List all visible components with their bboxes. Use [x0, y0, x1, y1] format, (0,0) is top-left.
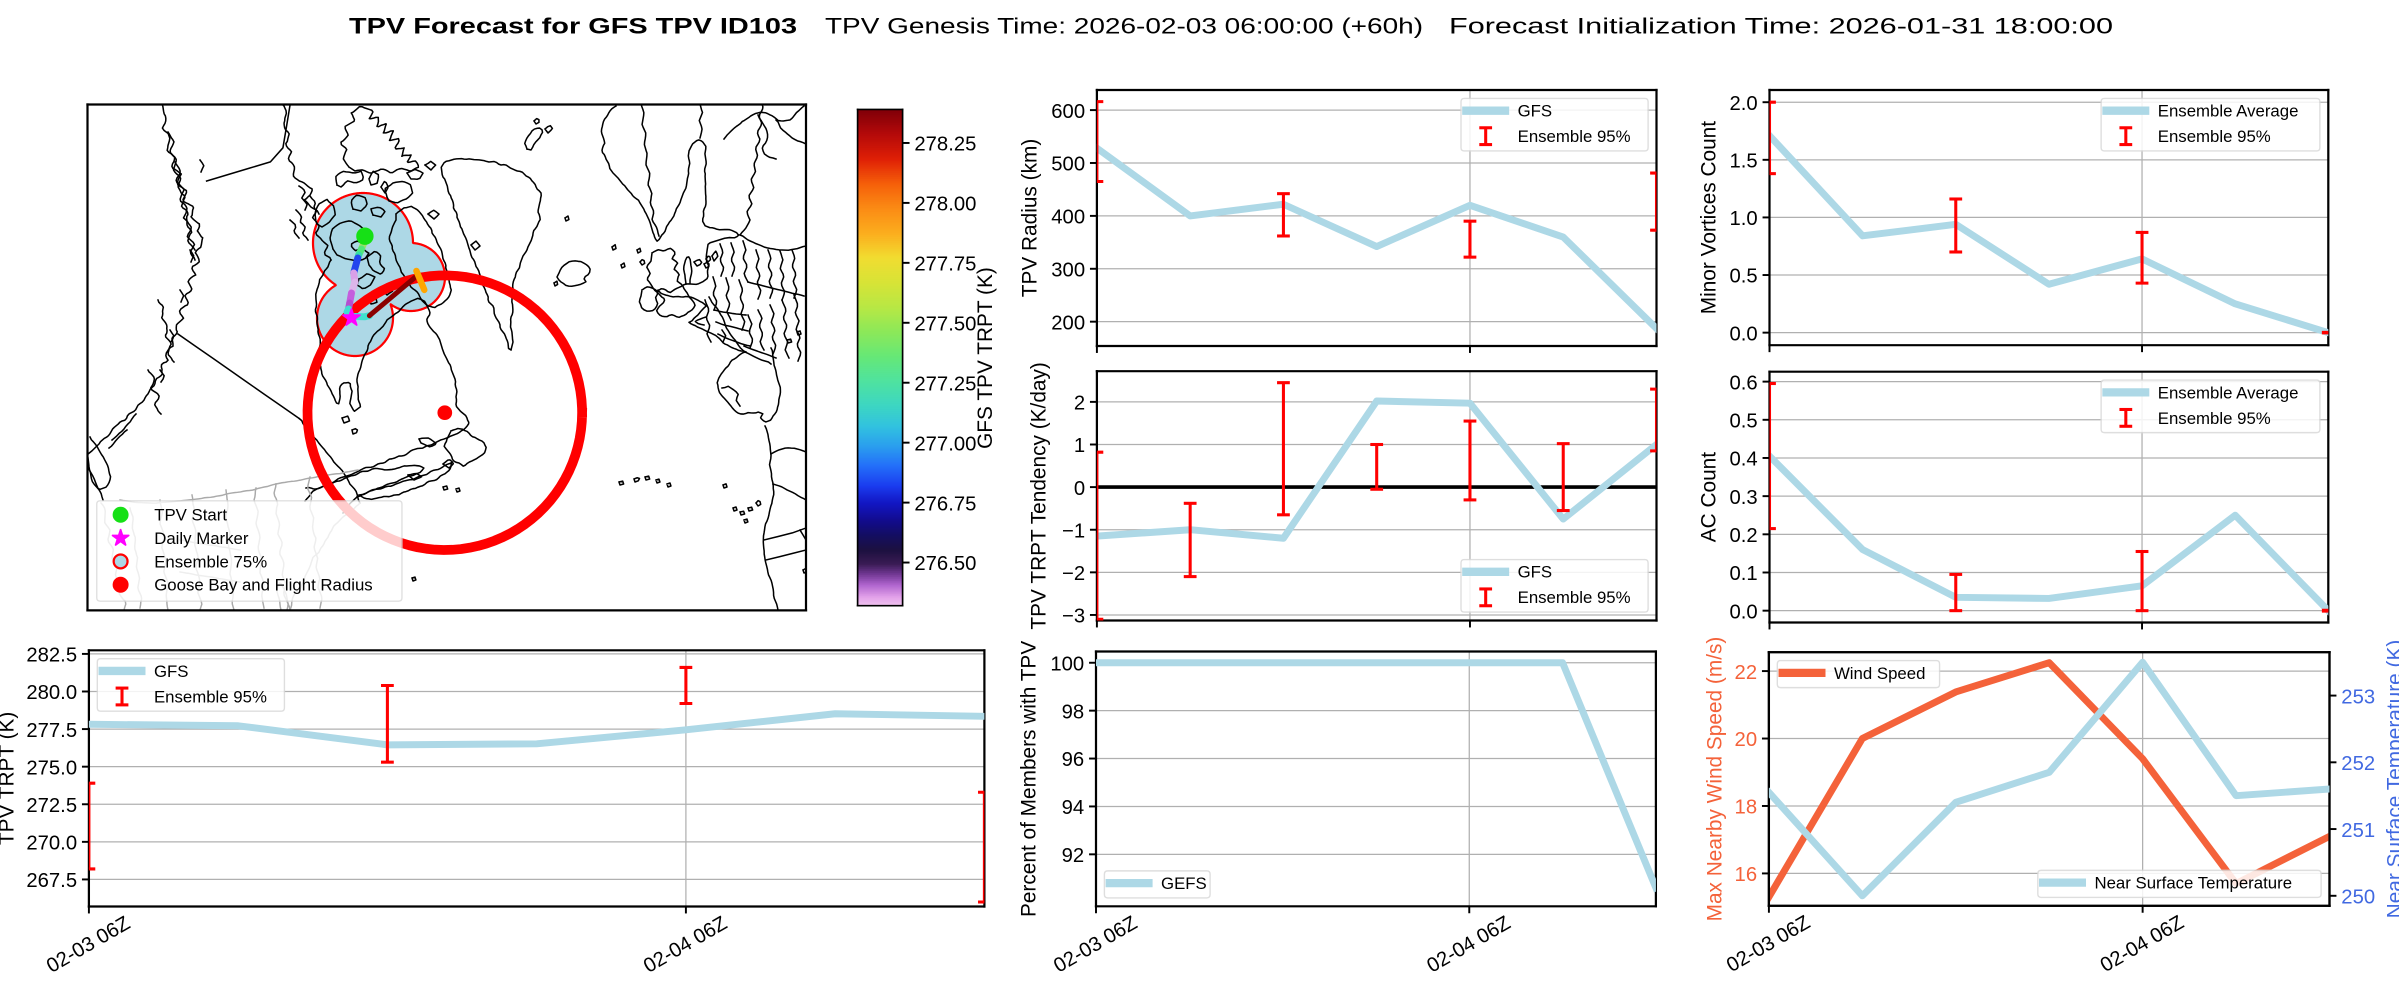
- svg-text:GFS: GFS: [1518, 102, 1553, 121]
- svg-text:280.0: 280.0: [26, 682, 77, 704]
- svg-text:276.75: 276.75: [914, 493, 976, 515]
- svg-text:TPV Start: TPV Start: [154, 506, 227, 525]
- svg-text:16: 16: [1735, 864, 1758, 886]
- svg-text:600: 600: [1051, 101, 1085, 123]
- svg-text:TPV TRPT (K): TPV TRPT (K): [0, 712, 18, 845]
- svg-text:250: 250: [2341, 886, 2375, 908]
- svg-text:277.5: 277.5: [26, 720, 77, 742]
- svg-text:270.0: 270.0: [26, 833, 77, 855]
- svg-text:0: 0: [1074, 478, 1085, 500]
- svg-text:2: 2: [1074, 393, 1085, 415]
- svg-text:94: 94: [1062, 797, 1085, 819]
- svg-text:500: 500: [1051, 154, 1085, 176]
- svg-text:Daily Marker: Daily Marker: [154, 529, 249, 548]
- svg-text:253: 253: [2341, 686, 2375, 708]
- svg-text:98: 98: [1062, 701, 1085, 723]
- svg-text:278.25: 278.25: [914, 134, 976, 156]
- svg-text:Percent of Members with TPV: Percent of Members with TPV: [1018, 641, 1041, 917]
- svg-text:252: 252: [2341, 753, 2375, 775]
- svg-text:0.4: 0.4: [1730, 449, 1758, 471]
- svg-text:Ensemble Average: Ensemble Average: [2158, 102, 2299, 121]
- svg-text:TPV Genesis Time: 2026-02-03 0: TPV Genesis Time: 2026-02-03 06:00:00 (+…: [825, 14, 1423, 39]
- svg-text:400: 400: [1051, 207, 1085, 229]
- svg-text:267.5: 267.5: [26, 870, 77, 892]
- svg-text:−1: −1: [1062, 520, 1085, 542]
- svg-text:Ensemble 75%: Ensemble 75%: [154, 552, 267, 571]
- svg-text:Max Nearby Wind Speed (m/s): Max Nearby Wind Speed (m/s): [1703, 637, 1726, 922]
- svg-text:TPV Radius (km): TPV Radius (km): [1019, 139, 1042, 298]
- svg-text:282.5: 282.5: [26, 645, 77, 667]
- svg-text:Ensemble 95%: Ensemble 95%: [2158, 127, 2271, 146]
- svg-text:GEFS: GEFS: [1161, 874, 1207, 893]
- svg-text:20: 20: [1735, 729, 1758, 751]
- svg-text:Near Surface Temperature (K): Near Surface Temperature (K): [2383, 640, 2399, 919]
- svg-text:Near Surface Temperature: Near Surface Temperature: [2094, 874, 2292, 893]
- svg-text:272.5: 272.5: [26, 795, 77, 817]
- svg-text:300: 300: [1051, 259, 1085, 281]
- svg-text:92: 92: [1062, 845, 1085, 867]
- svg-text:275.0: 275.0: [26, 757, 77, 779]
- svg-text:18: 18: [1735, 797, 1758, 819]
- svg-text:96: 96: [1062, 749, 1085, 771]
- svg-text:1.0: 1.0: [1730, 208, 1758, 230]
- svg-text:278.00: 278.00: [914, 194, 976, 216]
- svg-text:−2: −2: [1062, 563, 1085, 585]
- svg-text:0.3: 0.3: [1730, 487, 1758, 509]
- svg-text:1: 1: [1074, 435, 1085, 457]
- svg-text:AC Count: AC Count: [1698, 452, 1721, 543]
- svg-text:0.1: 0.1: [1730, 563, 1758, 585]
- svg-text:0.0: 0.0: [1730, 601, 1758, 623]
- svg-text:276.50: 276.50: [914, 553, 976, 575]
- svg-text:0.0: 0.0: [1730, 323, 1758, 345]
- svg-text:0.2: 0.2: [1730, 525, 1758, 547]
- svg-text:100: 100: [1050, 653, 1084, 675]
- svg-text:0.5: 0.5: [1730, 411, 1758, 433]
- svg-text:Goose Bay and Flight Radius: Goose Bay and Flight Radius: [154, 576, 372, 595]
- svg-text:GFS TPV TRPT (K): GFS TPV TRPT (K): [974, 267, 997, 449]
- svg-text:200: 200: [1051, 312, 1085, 334]
- svg-text:251: 251: [2341, 820, 2375, 842]
- svg-text:277.50: 277.50: [914, 313, 976, 335]
- svg-text:TPV TRPT Tendency (K/day): TPV TRPT Tendency (K/day): [1027, 362, 1050, 629]
- svg-text:Ensemble Average: Ensemble Average: [2158, 383, 2299, 402]
- svg-text:−3: −3: [1062, 606, 1085, 628]
- svg-text:277.25: 277.25: [914, 373, 976, 395]
- svg-text:2.0: 2.0: [1730, 93, 1758, 115]
- svg-text:TPV Forecast for GFS TPV ID103: TPV Forecast for GFS TPV ID103: [349, 14, 797, 39]
- svg-text:Wind Speed: Wind Speed: [1834, 664, 1926, 683]
- svg-text:277.75: 277.75: [914, 254, 976, 276]
- svg-text:Ensemble 95%: Ensemble 95%: [2158, 409, 2271, 428]
- svg-text:GFS: GFS: [154, 662, 189, 681]
- svg-text:Minor Vortices Count: Minor Vortices Count: [1698, 121, 1721, 315]
- svg-text:GFS: GFS: [1518, 563, 1553, 582]
- svg-text:1.5: 1.5: [1730, 151, 1758, 173]
- svg-text:277.00: 277.00: [914, 433, 976, 455]
- svg-text:Forecast Initialization Time:: Forecast Initialization Time: 2026-01-31…: [1449, 14, 2113, 39]
- svg-text:Ensemble 95%: Ensemble 95%: [1518, 127, 1631, 146]
- svg-text:Ensemble 95%: Ensemble 95%: [154, 687, 267, 706]
- svg-text:0.5: 0.5: [1730, 266, 1758, 288]
- svg-text:0.6: 0.6: [1730, 372, 1758, 394]
- svg-text:22: 22: [1735, 662, 1758, 684]
- svg-text:Ensemble 95%: Ensemble 95%: [1518, 588, 1631, 607]
